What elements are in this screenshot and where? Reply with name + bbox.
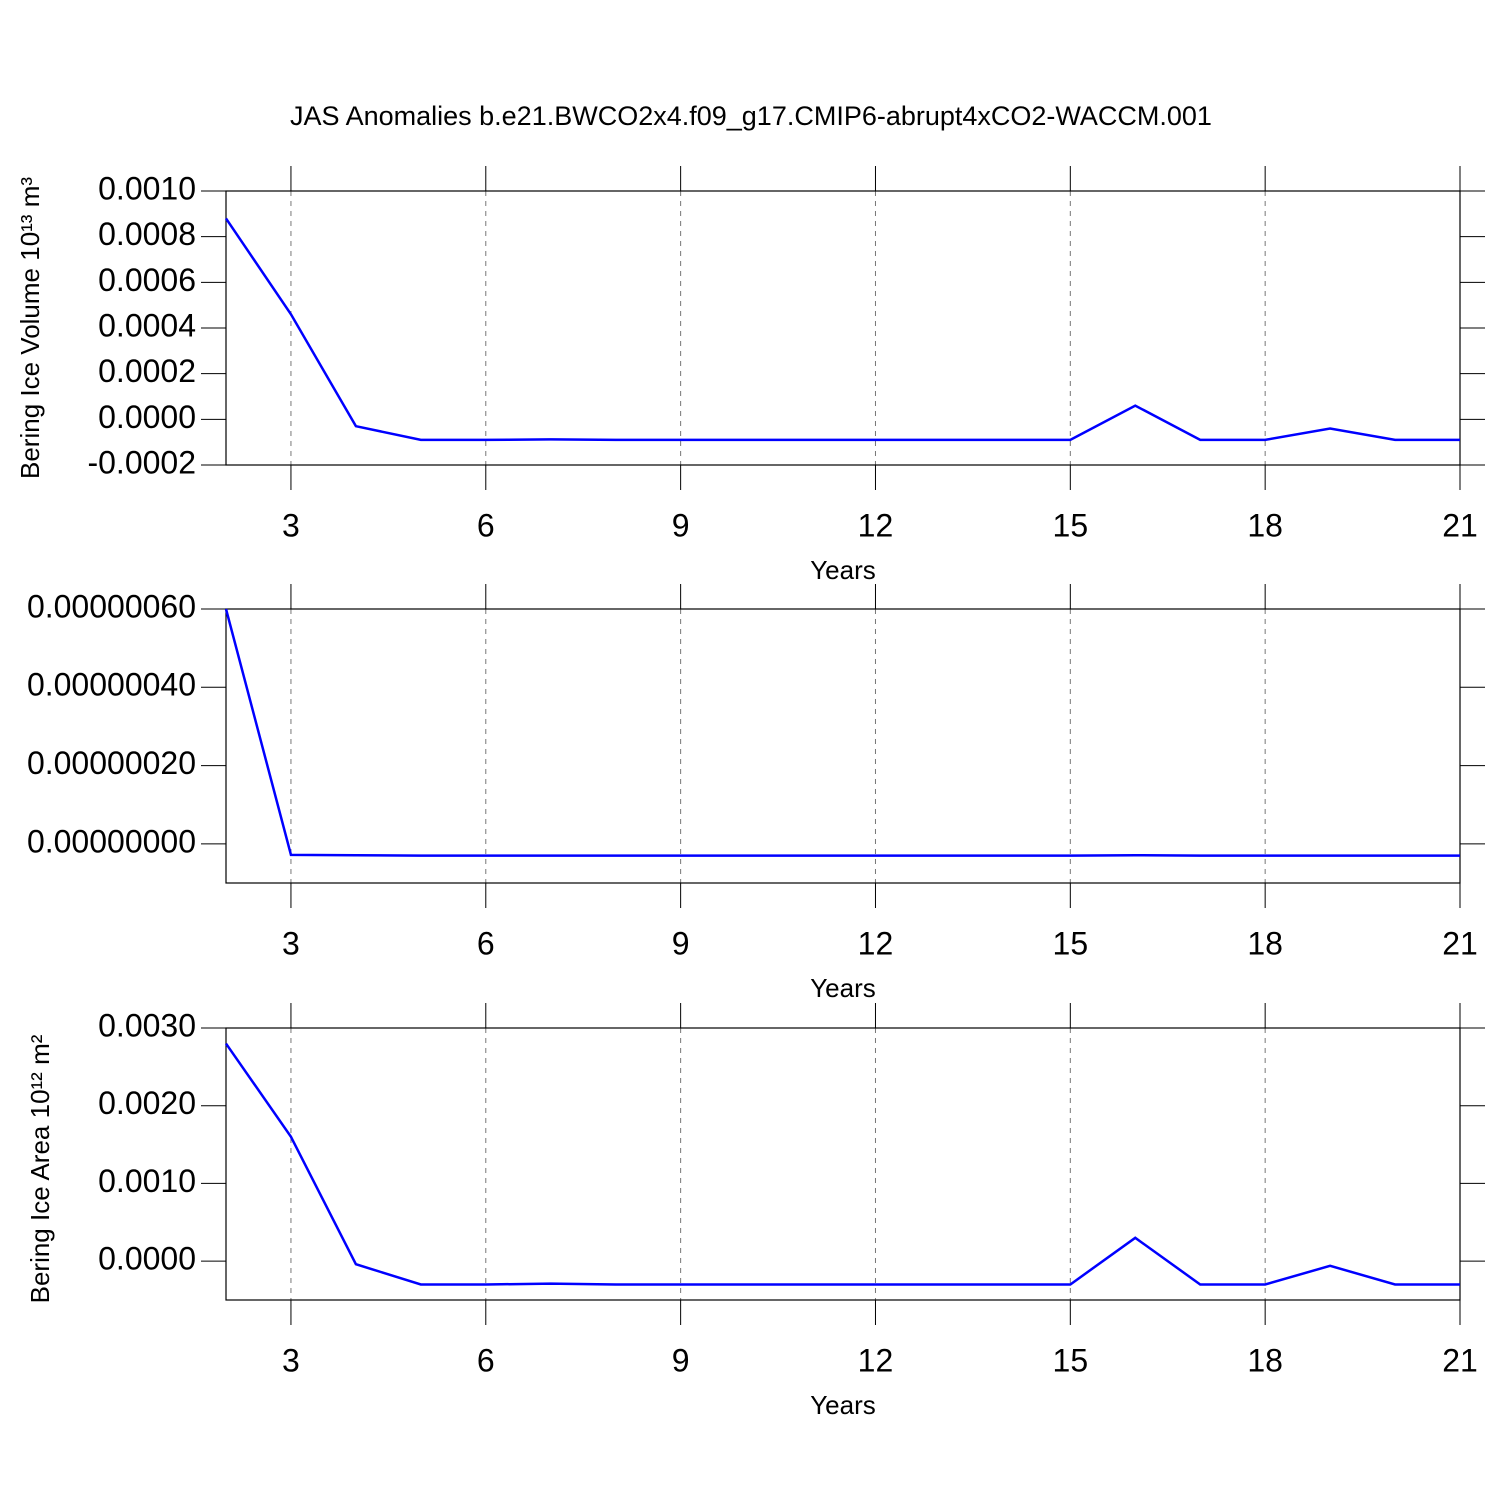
chart-title: JAS Anomalies b.e21.BWCO2x4.f09_g17.CMIP… [290,101,1212,131]
y-tick-label: 0.0020 [98,1085,196,1121]
y-tick-label: 0.0006 [98,262,196,298]
x-tick-label: 6 [477,1342,495,1378]
y-tick-label: 0.00000040 [27,667,196,703]
y-tick-label: 0.0002 [98,353,196,389]
x-axis-label: Years [810,973,876,1003]
data-line [224,1042,1460,1286]
x-tick-label: 3 [282,1342,300,1378]
y-tick-label: 0.0000 [98,399,196,435]
x-tick-label: 12 [858,925,894,961]
x-axis-label: Years [810,1390,876,1420]
y-tick-label: 0.0008 [98,216,196,252]
x-tick-label: 21 [1442,1342,1478,1378]
y-tick-label: 0.0004 [98,307,196,343]
plot-frame [225,608,1461,884]
x-tick-label: 18 [1247,1342,1283,1378]
plot-frame [225,1027,1461,1301]
data-line [224,608,1460,857]
x-tick-label: 9 [672,925,690,961]
x-tick-label: 12 [858,1342,894,1378]
data-line [224,217,1460,442]
x-tick-label: 18 [1247,507,1283,543]
x-tick-label: 3 [282,925,300,961]
y-tick-label: 0.0000 [98,1241,196,1277]
x-tick-label: 9 [672,1342,690,1378]
x-tick-label: 15 [1053,925,1089,961]
y-tick-label: 0.00000060 [27,588,196,624]
y-tick-label: 0.0010 [98,1163,196,1199]
x-tick-label: 18 [1247,925,1283,961]
x-tick-label: 15 [1053,1342,1089,1378]
y-tick-label: 0.00000000 [27,823,196,859]
x-tick-label: 9 [672,507,690,543]
x-tick-label: 15 [1053,507,1089,543]
y-tick-label: -0.0002 [87,444,196,480]
x-tick-label: 3 [282,507,300,543]
x-tick-label: 12 [858,507,894,543]
x-tick-label: 21 [1442,507,1478,543]
x-tick-label: 6 [477,925,495,961]
y-axis-label: Bering Ice Area 10¹² m² [25,1034,55,1303]
x-tick-label: 6 [477,507,495,543]
x-tick-label: 21 [1442,925,1478,961]
y-tick-label: 0.00000020 [27,745,196,781]
x-axis-label: Years [810,555,876,585]
plot-frame [225,190,1461,466]
y-axis-label: Bering Ice Volume 10¹³ m³ [15,177,45,479]
y-tick-label: 0.0010 [98,170,196,206]
y-tick-label: 0.0030 [98,1007,196,1043]
